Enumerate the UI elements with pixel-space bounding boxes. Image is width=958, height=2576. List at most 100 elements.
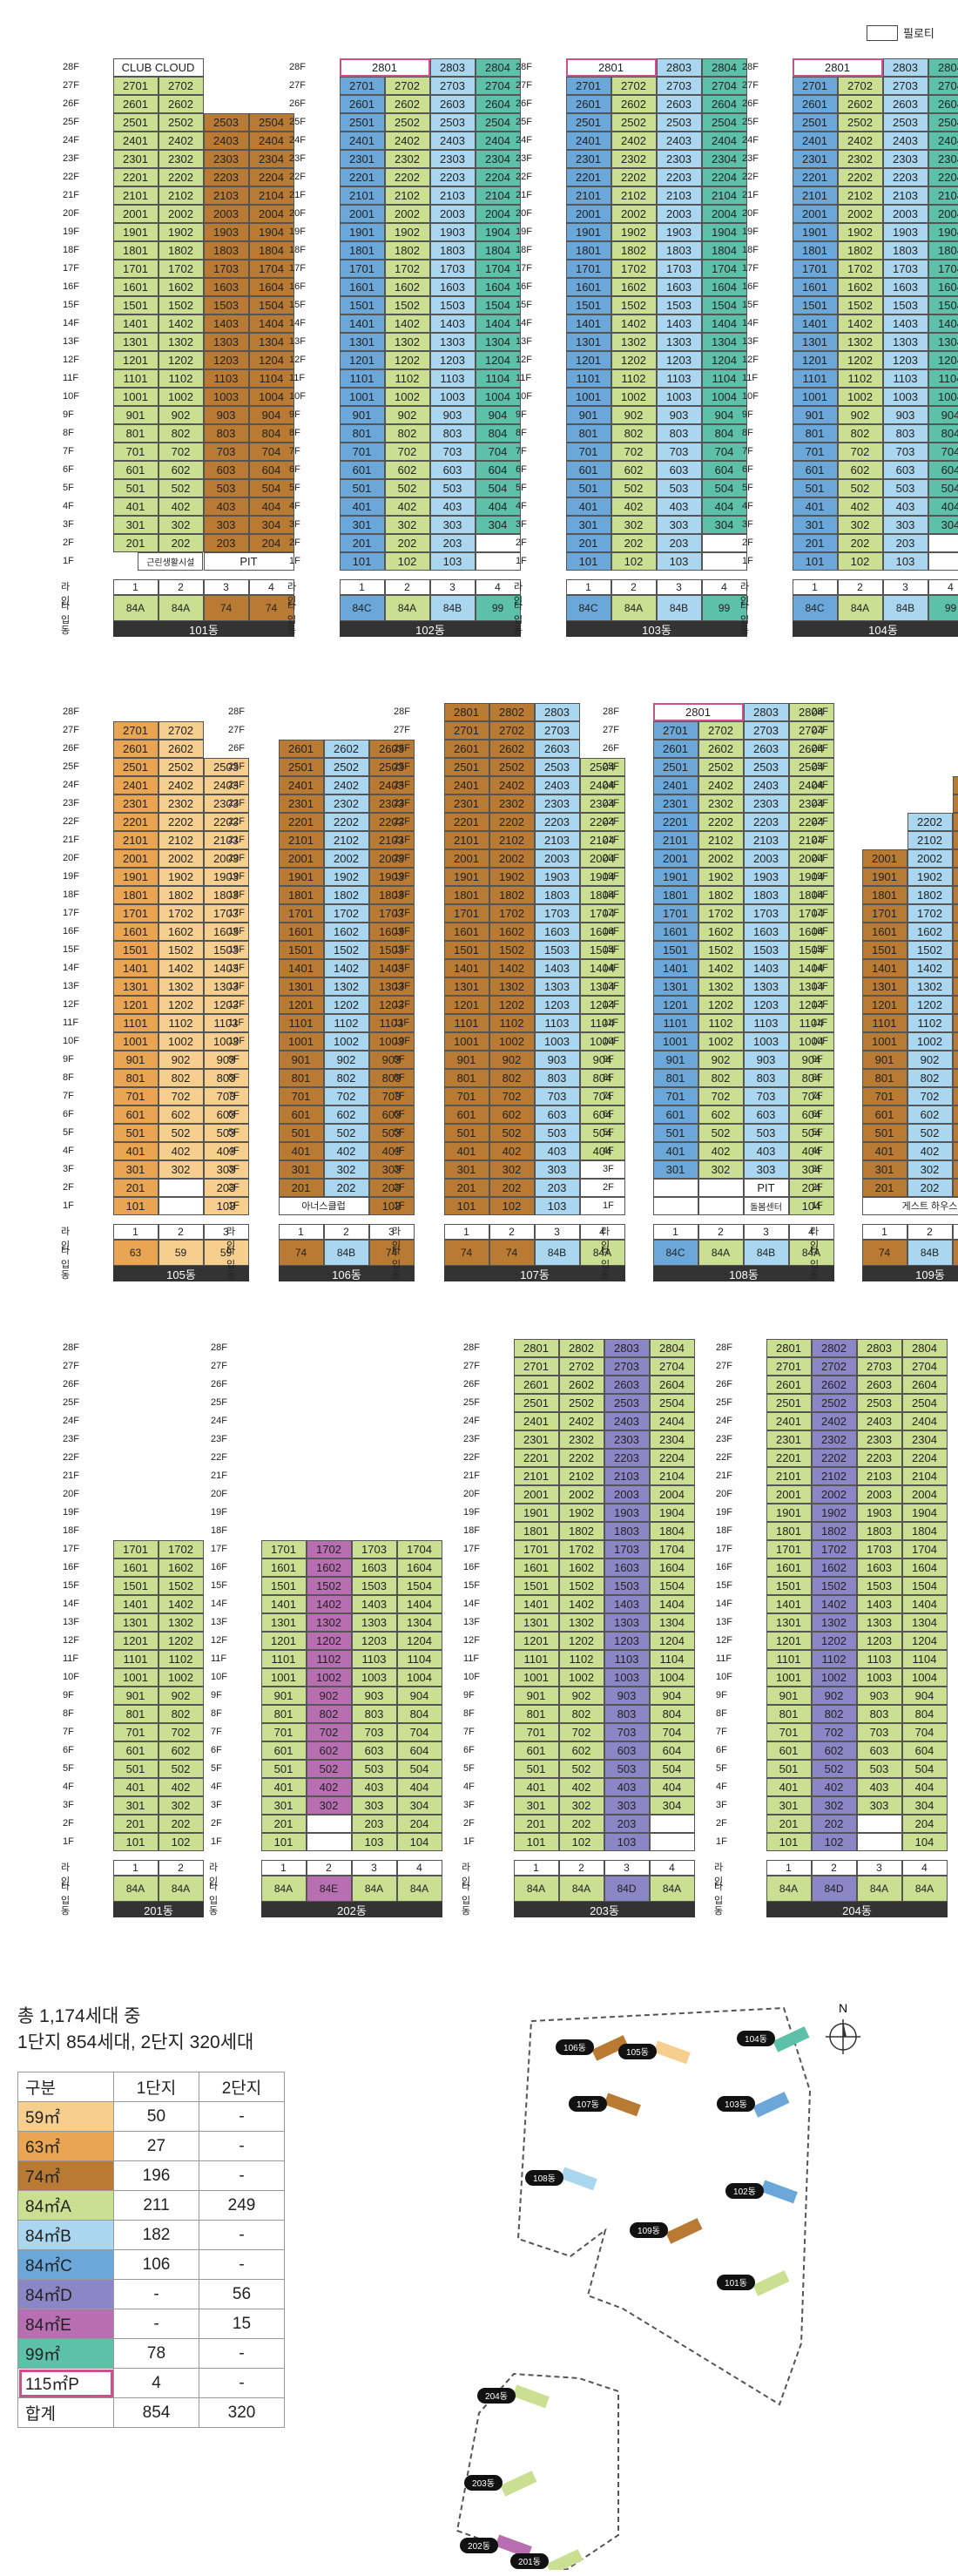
unit-cell: 2102 <box>489 830 535 849</box>
floor-label: 25F <box>603 761 619 772</box>
unit-cell: 802 <box>698 1068 744 1087</box>
unit-cell: 2002 <box>323 849 369 868</box>
unit-cell: 2102 <box>698 830 744 849</box>
unit-cell: 103 <box>429 551 476 571</box>
unit-cell: 1302 <box>158 332 204 351</box>
floor-label: 14F <box>289 318 306 328</box>
unit-cell: 1403 <box>368 958 415 977</box>
floor-label: 12F <box>394 999 410 1010</box>
unit-cell: 1003 <box>952 1031 958 1051</box>
floor-label: 28F <box>211 1342 227 1353</box>
unit-cell: 1003 <box>351 1667 397 1687</box>
unit-cell: 1904 <box>475 222 521 241</box>
unit-cell: 1802 <box>907 885 953 904</box>
unit-cell: 402 <box>907 1141 953 1160</box>
floor-label: 5F <box>63 1763 74 1774</box>
unit-cell: 2601 <box>792 94 838 113</box>
unit-cell: 2104 <box>649 1466 695 1485</box>
unit-cell: 1801 <box>766 1521 812 1540</box>
unit-cell: 803 <box>856 1704 902 1723</box>
unit-cell: 1004 <box>701 387 747 406</box>
floor-label: 7F <box>463 1727 475 1737</box>
unit-cell: 2201 <box>513 1448 559 1467</box>
floor-label: 9F <box>228 1054 239 1065</box>
unit-cell: 102 <box>837 551 883 571</box>
unit-cell: 1703 <box>368 903 415 923</box>
unit-cell: 1902 <box>811 1503 857 1522</box>
unit-cell: 703 <box>856 1722 902 1741</box>
floor-label: 22F <box>63 1452 79 1463</box>
unit-cell: 1602 <box>611 277 657 296</box>
unit-cell: 2001 <box>861 849 907 868</box>
unit-cell: 402 <box>837 497 883 516</box>
unit-cell: 1803 <box>743 885 789 904</box>
floor-label: 23F <box>289 153 306 164</box>
unit-cell: 804 <box>649 1704 695 1723</box>
floor-label: 17F <box>716 1544 732 1554</box>
unit-cell: 2001 <box>792 204 838 223</box>
unit-cell: 2402 <box>384 131 430 150</box>
complex2-count: - <box>199 2249 285 2280</box>
floor-label: 10F <box>63 1036 79 1046</box>
floor-label: 22F <box>463 1452 480 1463</box>
unit-cell: 2502 <box>837 112 883 132</box>
table-row: 115㎡P 4- <box>17 2368 285 2398</box>
floor-label: 18F <box>812 889 828 900</box>
site-building: 201동 <box>510 2549 584 2570</box>
site-building: 104동 <box>737 2026 810 2052</box>
site-building: 107동 <box>569 2093 641 2117</box>
floor-label: 20F <box>742 208 759 219</box>
floor-label: 23F <box>463 1434 480 1444</box>
unit-cell: 603 <box>429 460 476 479</box>
unit-cell: 2101 <box>792 186 838 205</box>
unit-cell: 1401 <box>278 958 324 977</box>
floor-label: 9F <box>211 1690 222 1700</box>
unit-type: 84A <box>558 1875 604 1902</box>
floor-label: 18F <box>716 1525 732 1536</box>
unit-cell: 1203 <box>368 995 415 1014</box>
unit-cell: 1903 <box>952 867 958 886</box>
unit-cell: 102 <box>558 1832 604 1851</box>
unit-cell: 1502 <box>611 295 657 314</box>
site-building: 204동 <box>477 2384 550 2409</box>
complex2-count: 249 <box>199 2190 285 2221</box>
unit-cell: 201 <box>260 1814 307 1833</box>
table-header-row: 구분 1단지 2단지 <box>17 2072 285 2102</box>
floor-label: 4F <box>228 1146 239 1156</box>
unit-cell: 1603 <box>952 922 958 941</box>
unit-cell: 1603 <box>856 1558 902 1577</box>
pilotis-cell <box>579 1196 625 1215</box>
unit-cell: 304 <box>396 1795 442 1815</box>
unit-cell: 503 <box>882 478 928 497</box>
floor-label: 6F <box>516 464 527 475</box>
floor-label: 5F <box>603 1127 614 1138</box>
floor-label: 19F <box>394 871 410 882</box>
unit-cell: 2502 <box>384 112 430 132</box>
penthouse-unit: 2801 <box>652 702 744 721</box>
footer-row-label: 타입 <box>740 601 750 625</box>
unit-type: 84A <box>901 1875 948 1902</box>
line-number: 2 <box>558 1859 604 1876</box>
unit-cell: 1002 <box>306 1667 352 1687</box>
unit-cell: 501 <box>260 1759 307 1778</box>
unit-cell: 1002 <box>837 387 883 406</box>
unit-type: 84C <box>652 1239 698 1266</box>
unit-cell: 2003 <box>203 849 249 868</box>
unit-cell: 2802 <box>558 1338 604 1357</box>
unit-cell: 2203 <box>203 812 249 831</box>
site-boundary-2 <box>455 2372 619 2570</box>
unit-cell: 1701 <box>565 259 611 278</box>
floor-label: 26F <box>289 98 306 109</box>
floor-label: 7F <box>63 446 74 456</box>
unit-cell: 1203 <box>952 995 958 1014</box>
unit-cell: 501 <box>112 478 159 497</box>
unit-cell: 2702 <box>384 76 430 95</box>
floor-label: 7F <box>812 1091 823 1101</box>
unit-cell: 704 <box>248 442 294 461</box>
unit-cell: 2203 <box>604 1448 650 1467</box>
unit-cell: 604 <box>788 1105 834 1124</box>
unit-cell: 503 <box>856 1759 902 1778</box>
unit-cell: 2202 <box>384 167 430 186</box>
unit-cell: 2604 <box>701 94 747 113</box>
unit-cell: 601 <box>766 1741 812 1760</box>
